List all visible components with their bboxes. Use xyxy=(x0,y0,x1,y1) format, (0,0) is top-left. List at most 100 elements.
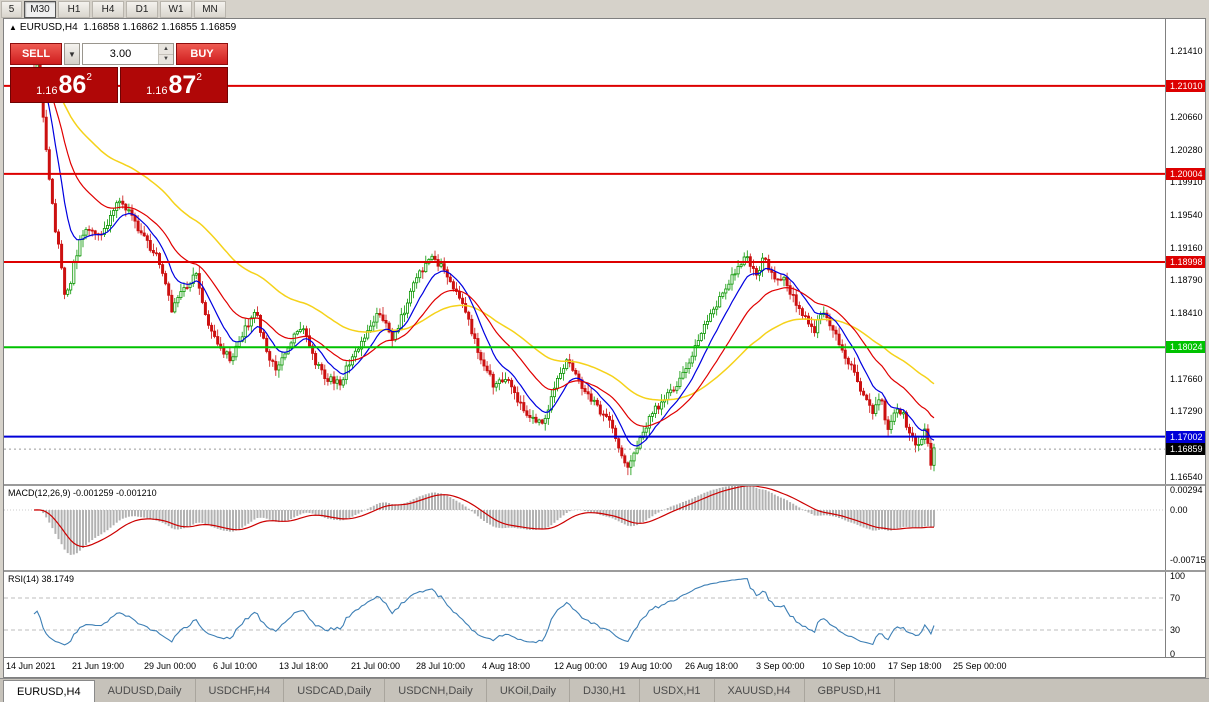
price-axis-main: 1.21410 1.20660 1.20280 1.19910 1.19540 1.191… xyxy=(1165,19,1205,484)
volume-input[interactable] xyxy=(83,44,158,64)
tab-usdcad-daily[interactable]: USDCAD,Daily xyxy=(284,679,386,702)
price-axis-label: 1.17660 xyxy=(1170,374,1203,384)
rsi-axis-label: 30 xyxy=(1170,625,1181,635)
tab-dj30-h1[interactable]: DJ30,H1 xyxy=(570,679,640,702)
chart-symbol-icon: ▲ xyxy=(9,23,17,32)
rsi-axis-label: 0 xyxy=(1170,649,1176,657)
buy-price-pip-digit: 2 xyxy=(196,72,202,83)
price-axis-label: 1.18410 xyxy=(1170,308,1203,318)
time-axis-label: 28 Jul 10:00 xyxy=(416,661,466,671)
main-price-pane: ▲ EURUSD,H4 1.16858 1.16862 1.16855 1.168… xyxy=(4,19,1165,484)
rsi-axis-label: 100 xyxy=(1170,572,1186,581)
current-price-tag: 1.16859 xyxy=(1166,443,1205,455)
timeframe-button-d1[interactable]: D1 xyxy=(126,0,158,18)
level-price-tag: 1.20004 xyxy=(1166,168,1205,180)
macd-signal-line xyxy=(33,486,935,548)
price-axis-label: 1.19540 xyxy=(1170,210,1203,220)
time-axis-label: 21 Jun 19:00 xyxy=(72,661,125,671)
time-axis-label: 19 Aug 10:00 xyxy=(619,661,673,671)
macd-pane: MACD(12,26,9) -0.001259 -0.001210 xyxy=(4,486,1165,570)
sell-price-pip-digit: 2 xyxy=(86,72,92,83)
ma-fast-line xyxy=(33,69,935,447)
volume-field: ▲ ▼ xyxy=(82,43,174,65)
timeframe-toolbar: 5 M30 H1 H4 D1 W1 MN xyxy=(0,0,1209,18)
timeframe-button-m30[interactable]: M30 xyxy=(24,0,56,18)
rsi-indicator-label: RSI(14) 38.1749 xyxy=(8,574,75,584)
sell-button[interactable]: SELL xyxy=(10,43,62,65)
tab-eurusd-h4[interactable]: EURUSD,H4 xyxy=(3,680,95,702)
tab-usdx-h1[interactable]: USDX,H1 xyxy=(640,679,715,702)
tab-usdchf-h4[interactable]: USDCHF,H4 xyxy=(196,679,285,702)
timeframe-button-h1[interactable]: H1 xyxy=(58,0,90,18)
buy-price-prefix: 1.16 xyxy=(146,85,168,97)
level-price-tag: 1.18998 xyxy=(1166,256,1205,268)
level-price-tag: 1.21010 xyxy=(1166,80,1205,92)
time-axis-label: 13 Jul 18:00 xyxy=(279,661,329,671)
pane-splitter[interactable] xyxy=(4,570,1205,572)
level-price-tag: 1.17002 xyxy=(1166,431,1205,443)
level-price-tag: 1.18024 xyxy=(1166,341,1205,353)
ma-mid-line xyxy=(33,69,935,428)
timeframe-button-w1[interactable]: W1 xyxy=(160,0,192,18)
time-axis-label: 6 Jul 10:00 xyxy=(213,661,258,671)
chart-tabs-bar: EURUSD,H4 AUDUSD,Daily USDCHF,H4 USDCAD,Dai… xyxy=(0,678,1209,702)
time-axis-label: 12 Aug 00:00 xyxy=(554,661,608,671)
timeframe-button-5[interactable]: 5 xyxy=(1,0,22,18)
time-axis: 14 Jun 2021 21 Jun 19:00 29 Jun 00:00 6 Jul… xyxy=(4,657,1205,677)
tab-ukoil-daily[interactable]: UKOil,Daily xyxy=(487,679,571,702)
time-axis-label: 26 Aug 18:00 xyxy=(685,661,739,671)
macd-axis-label: -0.00715 xyxy=(1170,555,1205,565)
macd-chart xyxy=(4,486,1165,555)
chart-symbol-period: EURUSD,H4 xyxy=(19,22,78,33)
time-axis-label: 4 Aug 18:00 xyxy=(482,661,531,671)
buy-button[interactable]: BUY xyxy=(176,43,228,65)
tab-xauusd-h4[interactable]: XAUUSD,H4 xyxy=(715,679,805,702)
buy-price-display[interactable]: 1.16 87 2 xyxy=(120,67,228,103)
volume-spinner: ▲ ▼ xyxy=(158,44,173,64)
time-axis-label: 21 Jul 00:00 xyxy=(351,661,401,671)
sell-price-display[interactable]: 1.16 86 2 xyxy=(10,67,118,103)
time-axis-label: 25 Sep 00:00 xyxy=(953,661,1007,671)
sell-price-big-digits: 86 xyxy=(58,70,87,99)
time-axis-label: 14 Jun 2021 xyxy=(6,661,56,671)
pane-splitter[interactable] xyxy=(4,484,1205,486)
time-axis-label: 3 Sep 00:00 xyxy=(756,661,805,671)
tab-audusd-daily[interactable]: AUDUSD,Daily xyxy=(95,679,196,702)
ma-slow-line xyxy=(33,70,935,401)
rsi-axis-label: 70 xyxy=(1170,593,1181,603)
volume-decrease-button[interactable]: ▼ xyxy=(159,54,173,64)
price-axis-label: 1.21410 xyxy=(1170,46,1203,56)
price-axis-label: 1.18790 xyxy=(1170,275,1203,285)
rsi-line xyxy=(33,578,935,646)
price-axis-label: 1.16540 xyxy=(1170,472,1203,482)
tab-gbpusd-h1[interactable]: GBPUSD,H1 xyxy=(805,679,896,702)
chart-info-line: ▲ EURUSD,H4 1.16858 1.16862 1.16855 1.168… xyxy=(9,22,236,33)
chart-window: ▲ EURUSD,H4 1.16858 1.16862 1.16855 1.168… xyxy=(3,18,1206,678)
timeframe-button-mn[interactable]: MN xyxy=(194,0,226,18)
time-axis-label: 17 Sep 18:00 xyxy=(888,661,942,671)
volume-dropdown-button[interactable]: ▼ xyxy=(64,43,80,65)
tab-usdcnh-daily[interactable]: USDCNH,Daily xyxy=(385,679,487,702)
volume-increase-button[interactable]: ▲ xyxy=(159,44,173,55)
price-axis-label: 1.17290 xyxy=(1170,406,1203,416)
price-axis-macd: 0.00294 0.00 -0.00715 xyxy=(1165,486,1205,570)
price-axis-label: 1.20660 xyxy=(1170,112,1203,122)
price-axis-label: 1.19160 xyxy=(1170,243,1203,253)
one-click-trading-panel: SELL ▼ ▲ ▼ BUY 1.16862 xyxy=(10,43,228,103)
price-axis-rsi: 100 70 30 0 xyxy=(1165,572,1205,657)
time-axis-label: 10 Sep 10:00 xyxy=(822,661,876,671)
chart-ohlc-values: 1.16858 1.16862 1.16855 1.16859 xyxy=(83,22,237,33)
rsi-chart xyxy=(4,578,1165,646)
sell-price-prefix: 1.16 xyxy=(36,85,58,97)
price-axis-label: 1.20280 xyxy=(1170,145,1203,155)
candlestick-chart[interactable] xyxy=(4,19,1165,484)
macd-axis-label: 0.00 xyxy=(1170,505,1188,515)
time-axis-label: 29 Jun 00:00 xyxy=(144,661,197,671)
macd-axis-label: 0.00294 xyxy=(1170,486,1203,495)
macd-indicator-label: MACD(12,26,9) -0.001259 -0.001210 xyxy=(8,488,157,498)
price-axis-label: 1.19910 xyxy=(1170,177,1203,187)
rsi-pane: RSI(14) 38.1749 xyxy=(4,572,1165,657)
chevron-down-icon: ▼ xyxy=(68,49,76,59)
timeframe-button-h4[interactable]: H4 xyxy=(92,0,124,18)
